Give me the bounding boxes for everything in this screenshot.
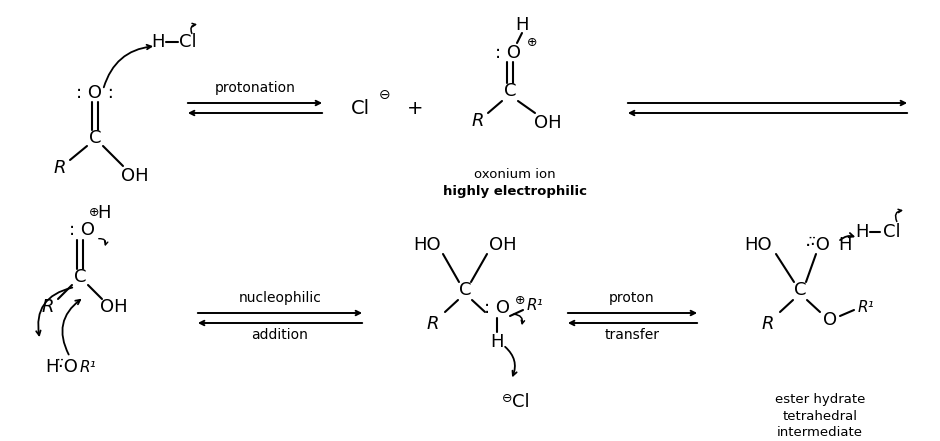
Text: Cl: Cl bbox=[180, 33, 196, 51]
Text: H: H bbox=[97, 204, 111, 222]
Text: Cl: Cl bbox=[512, 393, 530, 411]
Text: ⊕: ⊕ bbox=[515, 294, 525, 306]
Text: R: R bbox=[41, 298, 55, 316]
Text: protonation: protonation bbox=[214, 81, 295, 95]
Text: +: + bbox=[407, 98, 423, 117]
Text: tetrahedral: tetrahedral bbox=[782, 410, 857, 422]
Text: oxonium ion: oxonium ion bbox=[474, 168, 556, 182]
Text: H: H bbox=[151, 33, 164, 51]
Text: ·̈O: ·̈O bbox=[58, 358, 78, 376]
Text: H: H bbox=[491, 333, 504, 351]
Text: OH: OH bbox=[489, 236, 517, 254]
Text: R: R bbox=[54, 159, 66, 177]
Text: C: C bbox=[504, 82, 516, 100]
Text: : O :: : O : bbox=[76, 84, 114, 102]
Text: nucleophilic: nucleophilic bbox=[239, 291, 321, 305]
Text: R: R bbox=[472, 112, 484, 130]
Text: OH: OH bbox=[534, 114, 562, 132]
Text: ·̈O: ·̈O bbox=[810, 236, 830, 254]
Text: ⊖: ⊖ bbox=[502, 392, 512, 404]
Text: ⊖: ⊖ bbox=[379, 88, 391, 102]
Text: C: C bbox=[459, 281, 471, 299]
Text: transfer: transfer bbox=[604, 328, 660, 342]
Text: Cl: Cl bbox=[351, 98, 369, 117]
Text: : O: : O bbox=[495, 44, 521, 62]
Text: R¹: R¹ bbox=[526, 299, 543, 314]
Text: ester hydrate: ester hydrate bbox=[775, 393, 865, 407]
Text: addition: addition bbox=[252, 328, 308, 342]
Text: C: C bbox=[88, 129, 102, 147]
Text: R: R bbox=[761, 315, 775, 333]
Text: : O: : O bbox=[484, 299, 510, 317]
Text: R: R bbox=[427, 315, 439, 333]
Text: R¹: R¹ bbox=[857, 300, 874, 315]
Text: OH: OH bbox=[121, 167, 149, 185]
Text: ⊕: ⊕ bbox=[88, 206, 100, 220]
Text: intermediate: intermediate bbox=[777, 426, 863, 438]
Text: H: H bbox=[855, 223, 869, 241]
Text: H: H bbox=[45, 358, 58, 376]
Text: HO: HO bbox=[744, 236, 772, 254]
Text: R¹: R¹ bbox=[80, 359, 97, 374]
Text: Cl: Cl bbox=[884, 223, 901, 241]
Text: HO: HO bbox=[414, 236, 441, 254]
Text: H: H bbox=[838, 236, 852, 254]
Text: : O: : O bbox=[69, 221, 95, 239]
Text: OH: OH bbox=[101, 298, 128, 316]
Text: O: O bbox=[822, 311, 837, 329]
Text: proton: proton bbox=[609, 291, 655, 305]
Text: highly electrophilic: highly electrophilic bbox=[443, 186, 587, 198]
Text: ·: · bbox=[805, 236, 811, 255]
Text: C: C bbox=[73, 268, 86, 286]
Text: H: H bbox=[515, 16, 528, 34]
Text: C: C bbox=[793, 281, 807, 299]
Text: ⊕: ⊕ bbox=[526, 37, 538, 49]
